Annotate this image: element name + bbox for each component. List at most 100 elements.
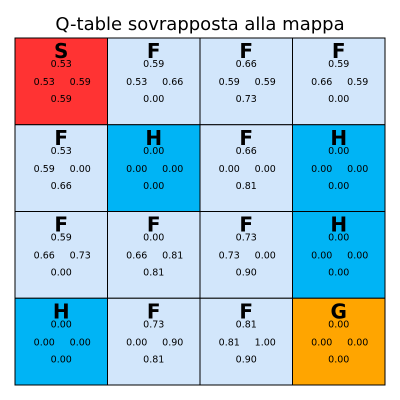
q-value-down: 0.00 bbox=[51, 268, 72, 279]
q-value-left: 0.00 bbox=[126, 337, 147, 348]
grid-cell: F0.59 0.53 0.66 0.00 bbox=[107, 37, 201, 126]
cell-state-label: F bbox=[239, 126, 253, 150]
cell-state-label: F bbox=[239, 299, 253, 323]
q-value-left: 0.59 bbox=[34, 164, 55, 175]
q-value-down: 0.59 bbox=[51, 94, 72, 105]
cell-state-label: F bbox=[332, 39, 346, 63]
grid-cell: F0.53 0.59 0.00 0.66 bbox=[14, 124, 108, 212]
cell-state-label: H bbox=[145, 126, 162, 150]
q-value-up: 0.66 bbox=[236, 59, 257, 70]
q-value-down: 0.90 bbox=[236, 268, 257, 279]
q-value-right: 1.00 bbox=[255, 337, 276, 348]
q-value-down: 0.00 bbox=[328, 354, 349, 365]
q-value-left: 0.53 bbox=[126, 77, 147, 88]
q-value-left: 0.73 bbox=[219, 251, 240, 262]
q-value-up: 0.00 bbox=[51, 319, 72, 330]
cell-background bbox=[14, 124, 108, 212]
q-value-right: 0.00 bbox=[347, 164, 368, 175]
q-value-left: 0.00 bbox=[34, 337, 55, 348]
q-value-down: 0.00 bbox=[328, 181, 349, 192]
q-value-down: 0.00 bbox=[143, 94, 164, 105]
q-value-down: 0.00 bbox=[143, 181, 164, 192]
grid-frame bbox=[14, 37, 386, 386]
q-value-right: 0.73 bbox=[70, 251, 91, 262]
grid-cell: F0.66 0.00 0.00 0.81 bbox=[199, 124, 293, 212]
grid-cell: F0.810.81 1.000.90 bbox=[199, 297, 293, 386]
q-value-up: 0.59 bbox=[143, 59, 164, 70]
grid-cell: F0.59 0.66 0.73 0.00 bbox=[14, 211, 108, 299]
q-value-left: 0.81 bbox=[219, 337, 240, 348]
cell-background bbox=[292, 124, 386, 212]
q-value-up: 0.59 bbox=[51, 233, 72, 244]
q-value-right: 0.59 bbox=[255, 77, 276, 88]
cell-background bbox=[199, 37, 293, 126]
q-value-up: 0.00 bbox=[328, 233, 349, 244]
grid-cell: F0.730.73 0.000.90 bbox=[199, 211, 293, 299]
q-value-right: 0.00 bbox=[162, 164, 183, 175]
q-value-right: 0.00 bbox=[347, 251, 368, 262]
grid-cell: S0.530.53 0.590.59 bbox=[14, 37, 108, 126]
q-value-left: 0.66 bbox=[311, 77, 332, 88]
q-value-right: 0.66 bbox=[162, 77, 183, 88]
q-value-left: 0.00 bbox=[126, 164, 147, 175]
q-value-up: 0.00 bbox=[143, 233, 164, 244]
cell-state-label: F bbox=[147, 39, 161, 63]
cell-background bbox=[14, 211, 108, 299]
q-value-left: 0.00 bbox=[311, 251, 332, 262]
cell-state-label: G bbox=[331, 299, 347, 323]
q-value-left: 0.00 bbox=[219, 164, 240, 175]
q-value-left: 0.53 bbox=[34, 77, 55, 88]
q-value-right: 0.90 bbox=[162, 337, 183, 348]
q-value-down: 0.00 bbox=[51, 354, 72, 365]
q-value-down: 0.81 bbox=[236, 181, 257, 192]
cell-state-label: F bbox=[54, 126, 68, 150]
q-value-up: 0.00 bbox=[328, 146, 349, 157]
q-value-up: 0.59 bbox=[328, 59, 349, 70]
q-value-up: 0.66 bbox=[236, 146, 257, 157]
q-value-up: 0.53 bbox=[51, 146, 72, 157]
grid-cell: H0.000.00 0.000.00 bbox=[107, 124, 201, 212]
grid-cell: H0.000.00 0.000.00 bbox=[292, 124, 386, 212]
cell-background bbox=[14, 37, 108, 126]
cell-state-label: F bbox=[239, 213, 253, 237]
grid-cell: F0.00 0.66 0.81 0.81 bbox=[107, 211, 201, 299]
q-value-down: 0.00 bbox=[328, 268, 349, 279]
q-value-left: 0.59 bbox=[219, 77, 240, 88]
cell-state-label: H bbox=[330, 126, 347, 150]
cell-background bbox=[14, 297, 108, 386]
cell-state-label: H bbox=[330, 213, 347, 237]
cell-state-label: F bbox=[147, 299, 161, 323]
q-value-down: 0.81 bbox=[143, 354, 164, 365]
cell-state-label: F bbox=[239, 39, 253, 63]
q-value-left: 0.66 bbox=[34, 251, 55, 262]
grid-cell: H0.000.00 0.000.00 bbox=[292, 211, 386, 299]
q-value-down: 0.00 bbox=[328, 94, 349, 105]
q-value-left: 0.00 bbox=[311, 337, 332, 348]
grid-cell: H0.000.00 0.000.00 bbox=[14, 297, 108, 386]
q-value-right: 0.00 bbox=[70, 337, 91, 348]
grid-cell: G0.000.00 0.000.00 bbox=[292, 297, 386, 386]
cell-background bbox=[107, 297, 201, 386]
q-value-left: 0.66 bbox=[126, 251, 147, 262]
grid-cell: F0.590.66 0.590.00 bbox=[292, 37, 386, 126]
cell-background bbox=[199, 211, 293, 299]
cell-background bbox=[107, 211, 201, 299]
grid-cell: F0.66 0.59 0.59 0.73 bbox=[199, 37, 293, 126]
q-value-right: 0.59 bbox=[70, 77, 91, 88]
cell-state-label: H bbox=[53, 299, 70, 323]
q-value-up: 0.73 bbox=[236, 233, 257, 244]
q-value-right: 0.00 bbox=[347, 337, 368, 348]
chart-title: Q-table sovrapposta alla mappa bbox=[55, 14, 344, 35]
q-value-up: 0.00 bbox=[328, 319, 349, 330]
grid-cell: F0.73 0.00 0.90 0.81 bbox=[107, 297, 201, 386]
cell-state-label: F bbox=[147, 213, 161, 237]
q-value-up: 0.81 bbox=[236, 319, 257, 330]
q-value-down: 0.66 bbox=[51, 181, 72, 192]
q-value-right: 0.59 bbox=[347, 77, 368, 88]
q-value-down: 0.90 bbox=[236, 354, 257, 365]
cell-state-label: S bbox=[54, 39, 68, 63]
q-value-right: 0.00 bbox=[255, 164, 276, 175]
q-value-right: 0.00 bbox=[70, 164, 91, 175]
